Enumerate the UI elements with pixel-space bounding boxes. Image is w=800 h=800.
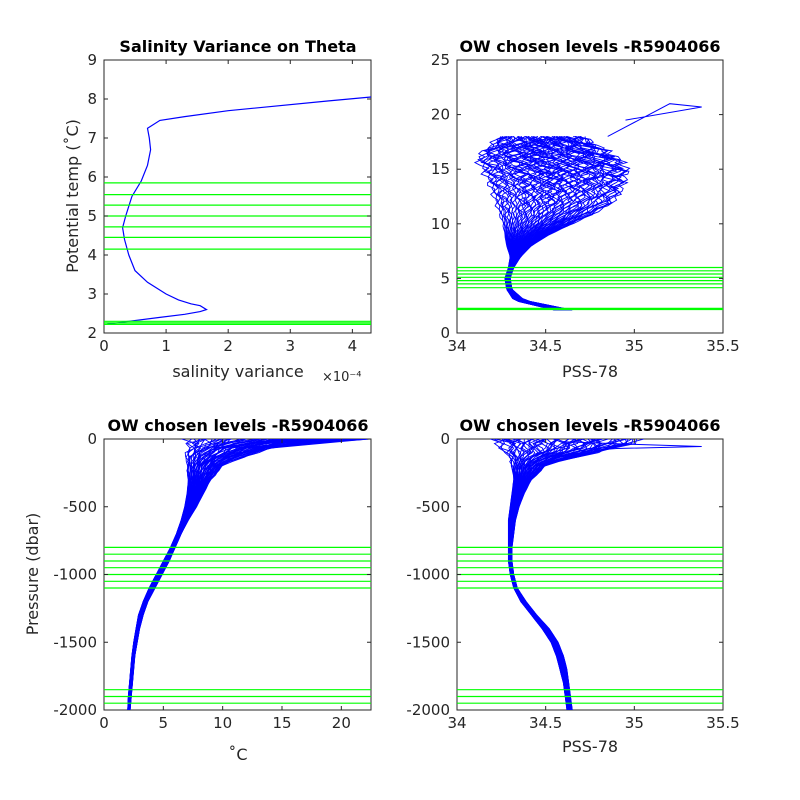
y-tick-label: -1000: [53, 566, 97, 584]
x-tick-label: 35.5: [706, 337, 739, 355]
x-tick-label: 0: [99, 714, 109, 732]
x-tick-label: 34.5: [529, 337, 562, 355]
x-axis-label: PSS-78: [562, 737, 618, 756]
y-tick-label: 0: [87, 430, 97, 448]
x-tick-label: 15: [272, 714, 291, 732]
panel-salinity-variance: Salinity Variance on Theta salinity vari…: [63, 37, 372, 385]
plot-area: [103, 59, 372, 334]
x-tick-label: 35: [625, 714, 644, 732]
y-tick-label: 6: [87, 168, 97, 186]
y-tick-label: 7: [87, 129, 97, 147]
panel-theta-salinity: OW chosen levels -R5904066 PSS-78 34 34.5…: [431, 37, 740, 381]
panel-temperature-pressure: OW chosen levels -R5904066 ˚C Pressure (…: [23, 416, 372, 764]
y-tick-label: 8: [87, 90, 97, 108]
y-tick-label: -1500: [53, 633, 97, 651]
y-axis-label: Potential temp (˚C): [63, 119, 82, 273]
y-tick-label: 0: [440, 324, 450, 342]
y-tick-label: 10: [431, 215, 450, 233]
x-tick-label: 3: [286, 337, 296, 355]
x-axis-label: PSS-78: [562, 362, 618, 381]
y-axis-label: Pressure (dbar): [23, 513, 42, 636]
y-tick-label: 5: [440, 269, 450, 287]
chart-title: Salinity Variance on Theta: [119, 37, 356, 56]
x-axis-exponent: ×10⁻⁴: [322, 370, 362, 385]
x-tick-label: 5: [159, 714, 169, 732]
y-tick-label: 5: [87, 207, 97, 225]
chart-title: OW chosen levels -R5904066: [459, 37, 720, 56]
y-tick-label: 2: [87, 324, 97, 342]
y-tick-label: 0: [440, 430, 450, 448]
chart-title: OW chosen levels -R5904066: [107, 416, 368, 435]
y-tick-label: -2000: [406, 701, 450, 719]
panel-salinity-pressure: OW chosen levels -R5904066 PSS-78 34 34.5…: [406, 416, 739, 756]
y-tick-label: 15: [431, 160, 450, 178]
y-tick-label: 25: [431, 51, 450, 69]
outlier-profile-line: [607, 103, 702, 137]
x-axis-label: ˚C: [228, 745, 247, 764]
series-line: [107, 96, 371, 325]
y-tick-label: 3: [87, 285, 97, 303]
x-tick-label: 34: [447, 337, 466, 355]
y-tick-label: -1500: [406, 633, 450, 651]
x-tick-label: 10: [213, 714, 232, 732]
chart-title: OW chosen levels -R5904066: [459, 416, 720, 435]
x-tick-label: 4: [348, 337, 358, 355]
x-tick-label: 34.5: [529, 714, 562, 732]
y-tick-label: -500: [416, 498, 450, 516]
x-tick-label: 34: [447, 714, 466, 732]
x-tick-label: 20: [332, 714, 351, 732]
x-tick-label: 1: [161, 337, 171, 355]
x-axis-label: salinity variance: [172, 362, 303, 381]
y-tick-label: 9: [87, 51, 97, 69]
x-tick-label: 35.5: [706, 714, 739, 732]
y-tick-label: -2000: [53, 701, 97, 719]
y-tick-label: -500: [63, 498, 97, 516]
outlier-profile-line: [563, 441, 702, 452]
x-tick-label: 35: [625, 337, 644, 355]
y-tick-label: 4: [87, 246, 97, 264]
y-tick-label: -1000: [406, 566, 450, 584]
x-tick-label: 0: [99, 337, 109, 355]
x-tick-label: 2: [223, 337, 233, 355]
y-tick-label: 20: [431, 106, 450, 124]
